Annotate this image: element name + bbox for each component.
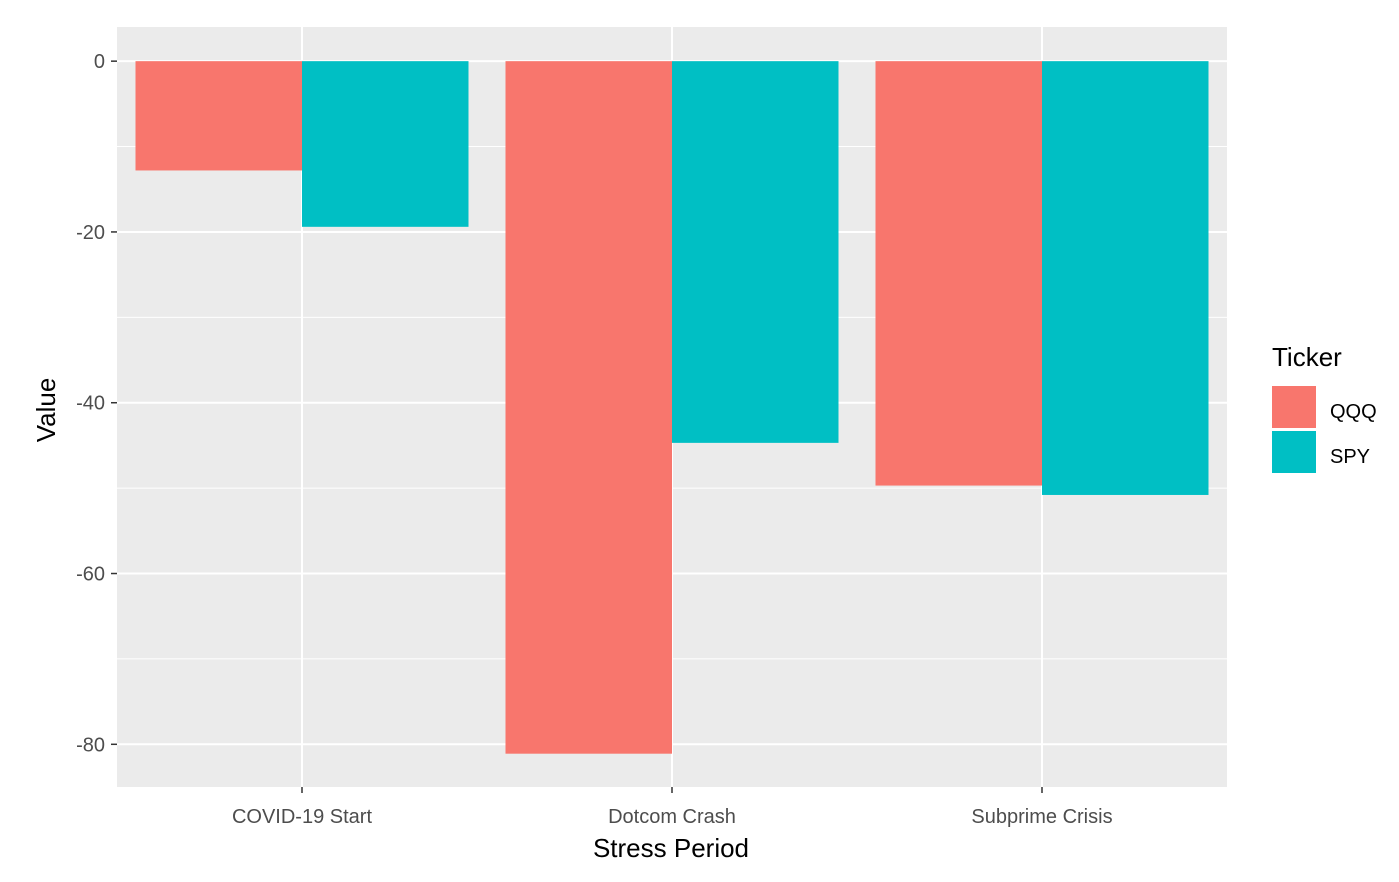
x-tick-label: COVID-19 Start xyxy=(232,806,372,828)
legend-label-qqq: QQQ xyxy=(1330,401,1377,423)
legend-label-spy: SPY xyxy=(1330,446,1370,468)
bar-spy-3 xyxy=(1042,61,1209,495)
bar-qqq-1 xyxy=(135,61,302,171)
y-tick-label: -40 xyxy=(76,393,105,415)
bar-spy-2 xyxy=(672,61,839,443)
x-axis-title: Stress Period xyxy=(593,833,749,863)
bar-qqq-3 xyxy=(875,61,1042,486)
bar-qqq-2 xyxy=(505,61,672,754)
y-tick-label: 0 xyxy=(94,51,105,73)
y-tick-label: -80 xyxy=(76,734,105,756)
x-tick-label: Subprime Crisis xyxy=(971,806,1112,828)
y-axis: 0 -20 -40 -60 -80 xyxy=(76,51,117,756)
legend-key-spy xyxy=(1272,431,1316,473)
legend-title: Ticker xyxy=(1272,342,1342,372)
y-axis-title: Value xyxy=(31,378,61,443)
x-axis: COVID-19 Start Dotcom Crash Subprime Crisi… xyxy=(232,787,1113,828)
y-tick-label: -20 xyxy=(76,222,105,244)
bars xyxy=(135,61,1209,754)
bar-spy-1 xyxy=(302,61,469,227)
legend-key-qqq xyxy=(1272,386,1316,428)
x-tick-label: Dotcom Crash xyxy=(608,806,736,828)
y-tick-label: -60 xyxy=(76,564,105,586)
legend: Ticker QQQ SPY xyxy=(1272,342,1377,473)
